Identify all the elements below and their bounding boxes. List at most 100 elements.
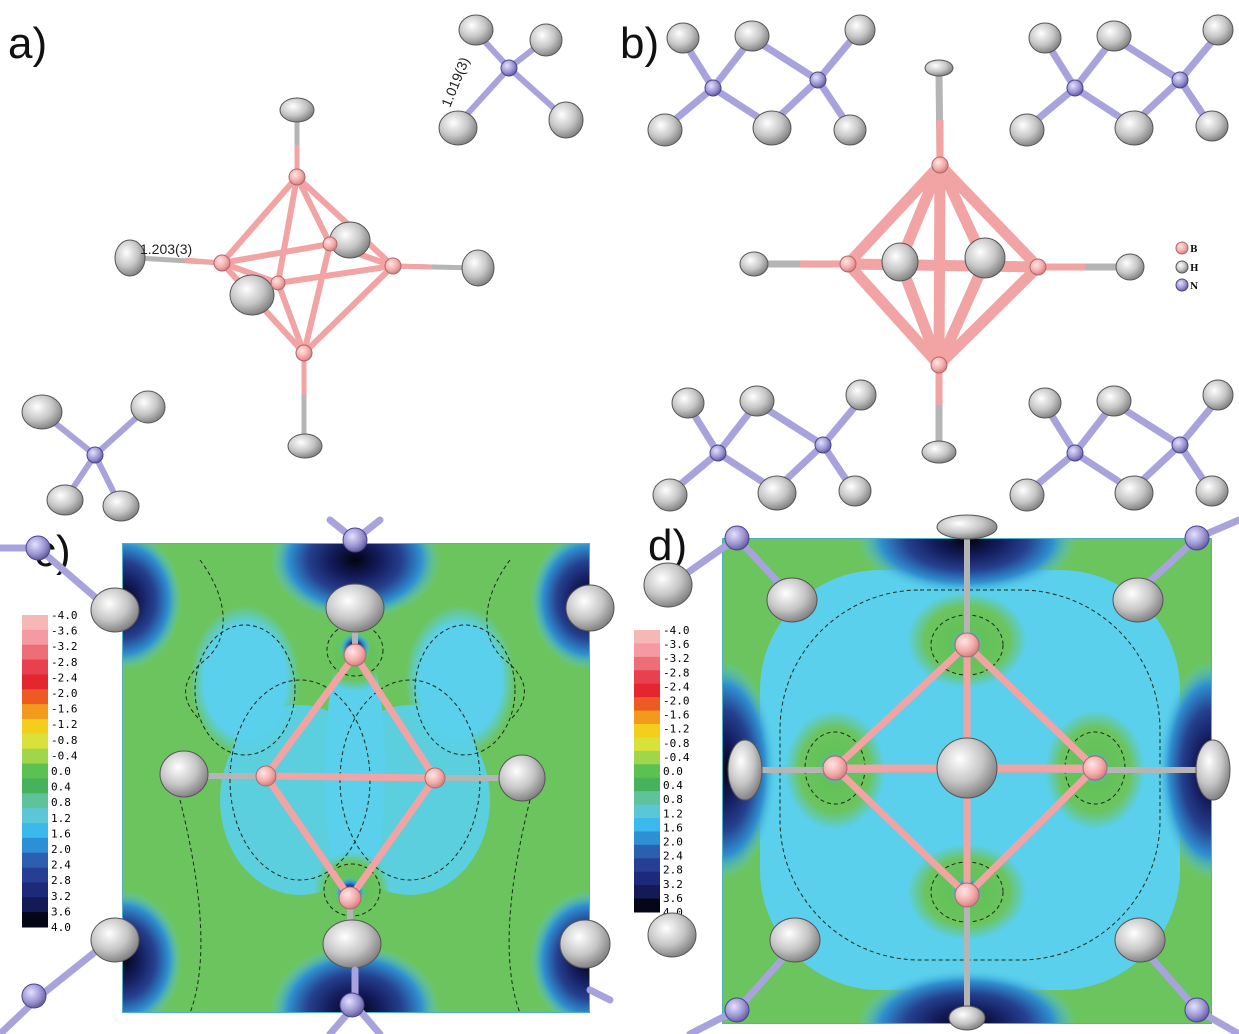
hydrogen-atom — [924, 59, 954, 77]
colorbar-swatch — [634, 697, 660, 712]
colorbar-tick-label: -2.4 — [51, 671, 78, 684]
colorbar-swatch — [634, 804, 660, 819]
legend-boron-swatch — [1175, 241, 1189, 255]
colorbar-tick-label: -2.4 — [663, 680, 690, 693]
colorbar-swatch — [22, 689, 48, 705]
panel-c: c) -4.0-3.6-3.2-2.8-2.4-2.0-1.6-1.2-0.8-… — [0, 516, 615, 1034]
legend-nitrogen-swatch — [1175, 278, 1189, 292]
colorbar-tick-label: -2.8 — [663, 666, 690, 679]
colorbar-swatch — [634, 764, 660, 779]
ammonium-pair — [647, 14, 876, 147]
colorbar-tick-label: 1.2 — [51, 812, 71, 825]
colorbar-tick-label: -2.0 — [51, 687, 78, 700]
colorbar-tick-label: -1.2 — [663, 723, 690, 736]
panel-b: b) — [620, 14, 1234, 512]
hydrogen-atom — [229, 274, 275, 316]
colorbar-ticks: -4.0-3.6-3.2-2.8-2.4-2.0-1.6-1.2-0.8-0.4… — [663, 624, 690, 919]
colorbar-d: -4.0-3.6-3.2-2.8-2.4 -2.0-1.6-1.2-0.8-0.4… — [634, 624, 690, 919]
panel-b-label: b) — [620, 19, 659, 68]
colorbar-tick-label: 2.8 — [663, 864, 683, 877]
hydrogen-atom — [1115, 253, 1145, 281]
colorbar-tick-label: -3.6 — [51, 625, 78, 638]
boron-atom — [288, 168, 306, 186]
hydrogen-atom — [461, 249, 495, 287]
colorbar-tick-label: -3.2 — [51, 640, 78, 653]
ammonium-pair — [1009, 379, 1234, 512]
colorbar-swatch — [634, 724, 660, 738]
legend-hydrogen-swatch — [1175, 260, 1189, 274]
bond-length-bh: 1.203(3) — [140, 241, 192, 257]
colorbar-tick-label: -2.8 — [51, 656, 78, 669]
colorbar-swatch — [22, 748, 48, 765]
colorbar-swatch — [634, 656, 660, 671]
colorbar-tick-label: 1.2 — [663, 807, 683, 820]
b6-cluster-bonds — [842, 159, 1044, 371]
colorbar-c: -4.0 -3.6 -3.2 -2.8 -2.4 -2.0 -1.6 -1.2 -0.8 -0.4… — [22, 609, 78, 934]
colorbar-ticks: -4.0-3.6-3.2-2.8-2.4-2.0-1.6-1.2-0.8-0.4… — [51, 609, 78, 934]
colorbar-tick-label: 2.4 — [51, 859, 71, 872]
colorbar-tick-label: -1.6 — [51, 703, 78, 716]
colorbar-tick-label: -3.6 — [663, 638, 690, 651]
hydrogen-atom — [739, 251, 769, 277]
hydrogen-atom — [287, 433, 323, 459]
colorbar-swatch — [22, 808, 48, 824]
colorbar-swatch — [634, 777, 660, 792]
bond-length-nh: 1.019(3) — [438, 55, 472, 109]
colorbar-tick-label: 2.0 — [663, 836, 683, 849]
colorbar-swatch — [634, 858, 660, 873]
colorbar-swatch — [22, 912, 48, 928]
colorbar-swatch — [22, 793, 48, 809]
colorbar-tick-label: -1.2 — [51, 718, 78, 731]
colorbar-tick-label: 4.0 — [51, 921, 71, 934]
colorbar-swatch — [634, 831, 660, 846]
colorbar-swatches — [634, 630, 660, 913]
colorbar-tick-label: 0.4 — [663, 779, 683, 792]
colorbar-tick-label: 0.0 — [51, 765, 71, 778]
colorbar-swatch — [634, 844, 660, 859]
colorbar-swatch — [634, 898, 660, 913]
colorbar-tick-label: -0.8 — [663, 737, 690, 750]
colorbar-swatch — [634, 630, 660, 644]
colorbar-swatch — [634, 670, 660, 685]
colorbar-swatch — [22, 719, 48, 735]
panel-d: d) -4.0-3.6-3.2-2.8-2.4 -2.0-1.6-1.2-0.8-… — [634, 514, 1239, 1034]
colorbar-tick-label: 3.6 — [51, 905, 71, 918]
hydrogen-atom — [964, 237, 1006, 279]
colorbar-swatch — [634, 885, 660, 900]
colorbar-swatch — [22, 763, 48, 779]
colorbar-tick-label: 1.6 — [51, 827, 71, 840]
colorbar-tick-label: -4.0 — [51, 609, 78, 622]
colorbar-swatch — [22, 867, 48, 883]
hydrogen-atom — [114, 239, 146, 277]
boron-atom — [931, 156, 949, 174]
legend-boron-label: B — [1190, 245, 1198, 255]
legend-hydrogen-label: H — [1190, 264, 1199, 274]
colorbar-swatch — [634, 871, 660, 886]
colorbar-swatch — [22, 837, 48, 854]
hydrogen-atom — [921, 440, 957, 464]
boron-atom — [213, 254, 231, 272]
boron-atom — [930, 356, 948, 374]
colorbar-tick-label: 0.4 — [51, 781, 71, 794]
colorbar-swatch — [22, 629, 48, 646]
ammonium-pair — [1009, 14, 1234, 147]
hydrogen-atom — [279, 97, 315, 123]
ammonium-pair — [652, 379, 877, 512]
ammonium-ion: 1.019(3) — [438, 14, 584, 146]
panel-a: a) — [8, 14, 584, 522]
boron-atom — [295, 344, 313, 362]
colorbar-swatch — [22, 674, 48, 690]
colorbar-tick-label: 0.0 — [663, 765, 683, 778]
colorbar-swatch — [22, 704, 48, 720]
colorbar-tick-label: 0.8 — [51, 796, 71, 809]
colorbar-swatch — [634, 737, 660, 752]
legend-nitrogen-label: N — [1190, 282, 1198, 292]
hydrogen-atom — [881, 242, 919, 282]
boron-atom — [839, 255, 857, 273]
colorbar-swatch — [634, 710, 660, 725]
colorbar-swatch — [22, 897, 48, 913]
colorbar-tick-label: 1.6 — [663, 821, 683, 834]
colorbar-tick-label: -0.4 — [663, 751, 690, 764]
colorbar-swatch — [22, 852, 48, 869]
colorbar-tick-label: 2.0 — [51, 843, 71, 856]
